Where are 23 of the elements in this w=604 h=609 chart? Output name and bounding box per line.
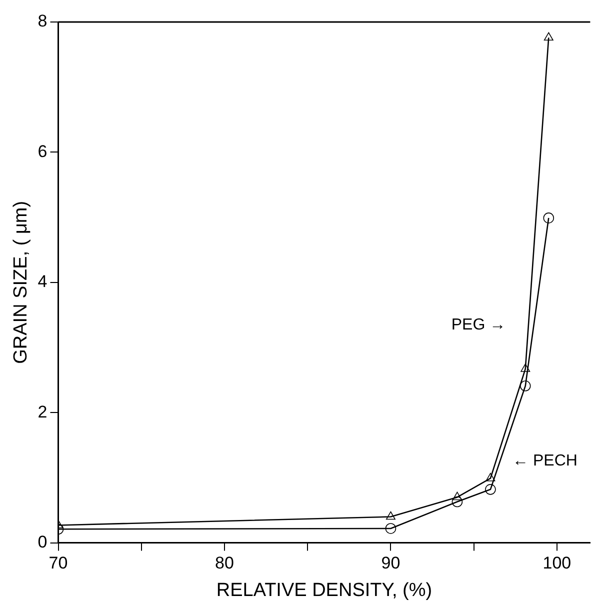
annotation: ← PECH <box>512 452 578 470</box>
point <box>452 496 463 508</box>
y-tick-label: 8 <box>38 12 48 31</box>
point <box>544 32 554 41</box>
y-tick-label: 2 <box>38 402 48 422</box>
x-tick-label: 80 <box>215 554 234 573</box>
point <box>452 492 462 500</box>
y-axis-title: GRAIN SIZE, ( μm) <box>10 200 32 364</box>
x-tick-label: 100 <box>542 554 572 573</box>
point <box>385 523 396 534</box>
point <box>543 212 554 224</box>
point <box>486 472 496 482</box>
x-tick-label: 90 <box>381 554 400 573</box>
y-tick-label: 0 <box>38 532 48 552</box>
annotation: PEG → <box>451 316 506 334</box>
x-axis-title: RELATIVE DENSITY, (%) <box>216 580 432 601</box>
point <box>485 484 496 495</box>
point <box>520 380 531 392</box>
point <box>386 511 396 520</box>
point <box>520 364 530 372</box>
x-tick-label: 70 <box>48 554 68 573</box>
y-tick-label: 4 <box>38 272 48 292</box>
y-tick-label: 6 <box>38 142 48 161</box>
